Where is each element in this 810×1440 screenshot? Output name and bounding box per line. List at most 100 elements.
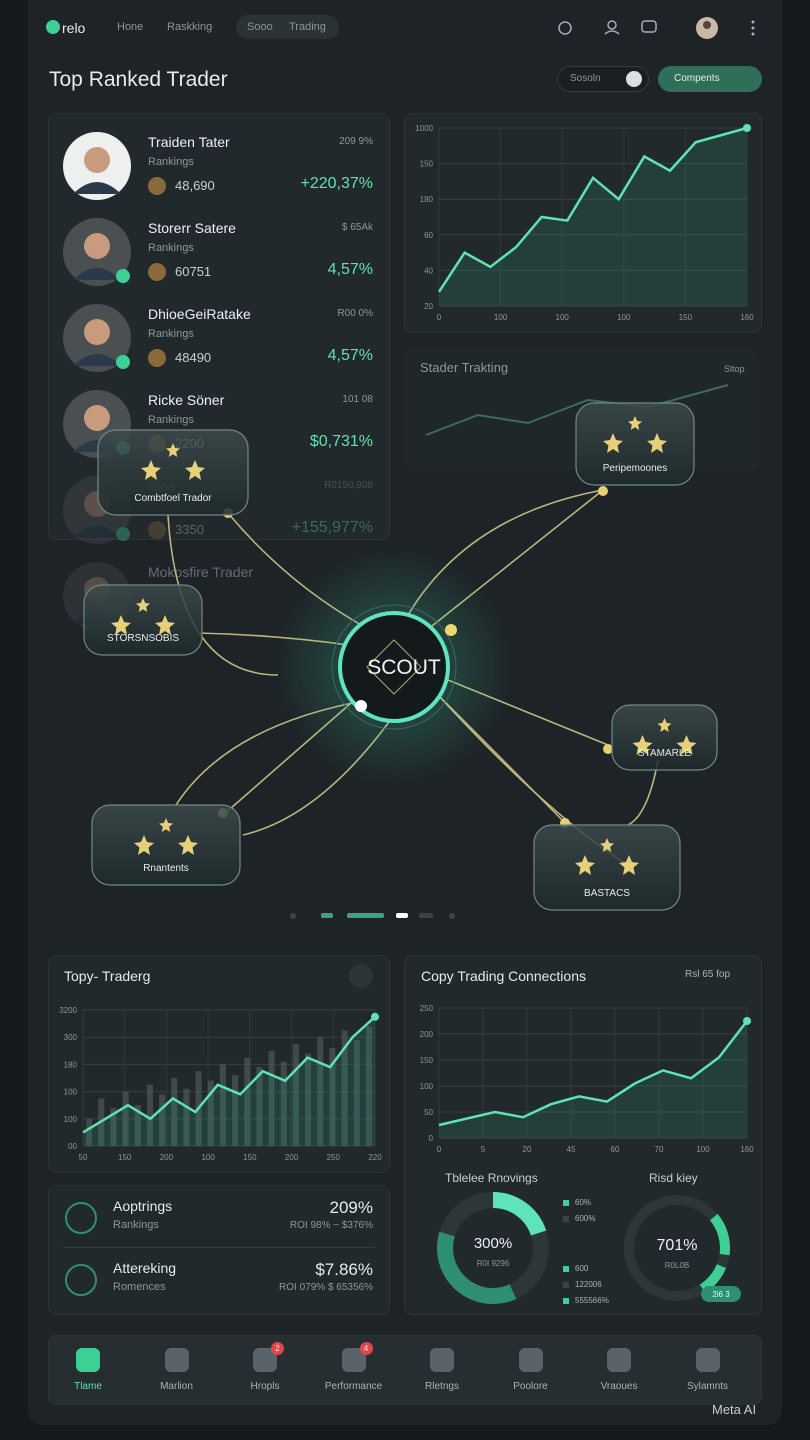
- list-icon: [65, 1264, 97, 1296]
- score-icon: [148, 177, 166, 195]
- bar: [110, 1107, 117, 1146]
- nav-pill: [236, 15, 339, 39]
- bar: [292, 1044, 299, 1146]
- network-node[interactable]: Combtfoel Trador: [97, 429, 249, 516]
- y-tick-label: 50: [424, 1108, 433, 1117]
- star: [159, 818, 173, 832]
- star: [603, 433, 623, 453]
- tab-icon[interactable]: [518, 1348, 543, 1372]
- line: [82, 1015, 376, 1134]
- star: [141, 460, 161, 480]
- tab-label[interactable]: Marlion: [160, 1381, 193, 1392]
- tab-label[interactable]: Tlame: [74, 1381, 102, 1392]
- collapse-button[interactable]: [349, 964, 373, 988]
- legend-label: 555566%: [575, 1296, 609, 1305]
- button[interactable]: [658, 66, 762, 92]
- trader-score: 48,690: [175, 178, 215, 193]
- section-title: Stader Trakting: [420, 360, 509, 375]
- network-node[interactable]: Rnantents: [91, 804, 241, 886]
- bar: [268, 1050, 275, 1146]
- y-tick-label: 150: [420, 1056, 434, 1065]
- legend-label: 600: [575, 1264, 589, 1273]
- logo: [46, 20, 60, 34]
- tab-label[interactable]: Sylamnts: [686, 1381, 729, 1392]
- area: [439, 128, 747, 306]
- bar: [146, 1084, 153, 1146]
- tab-icon[interactable]: [695, 1348, 720, 1372]
- node-label: BASTACS: [584, 888, 630, 899]
- trader-score: 3350: [175, 522, 204, 537]
- network-node[interactable]: Peripemoones: [575, 402, 695, 486]
- score-icon: [148, 349, 166, 367]
- line-chart: 250 200 150 100 50 00 5 20 45 60 70 100 160: [420, 1004, 755, 1154]
- nav-link[interactable]: Raskking: [167, 21, 213, 33]
- score-icon: [148, 263, 166, 281]
- x-tick-label: 50: [79, 1153, 88, 1162]
- tab-bar: [48, 1335, 762, 1405]
- trader-name: DhioeGeiRatake: [148, 306, 251, 322]
- avatar-body: [73, 268, 121, 280]
- tab-icon[interactable]: [607, 1348, 631, 1372]
- node-label: Peripemoones: [603, 463, 667, 474]
- badge: 2: [271, 1342, 284, 1355]
- verified: [116, 355, 130, 369]
- bar: [86, 1118, 93, 1146]
- star: [575, 855, 595, 875]
- button-label: Compents: [674, 73, 720, 84]
- bar: [159, 1094, 166, 1146]
- bar: [329, 1048, 336, 1146]
- tab-label[interactable]: Rletngs: [425, 1381, 459, 1392]
- score-icon: [148, 521, 166, 539]
- tab-label[interactable]: Performance: [324, 1381, 383, 1392]
- y-tick-label: 100: [64, 1115, 78, 1124]
- x-tick-label: 160: [740, 1145, 754, 1154]
- tab-icon[interactable]: [76, 1348, 100, 1372]
- list-detail: ROI 98% ~ $376%: [289, 1220, 373, 1231]
- network-node[interactable]: STAMARLE: [611, 704, 718, 771]
- tab-label[interactable]: Hropls: [250, 1381, 280, 1392]
- trader-change: $0,731%: [309, 433, 373, 450]
- network-node[interactable]: STORSNSOBIS: [83, 584, 203, 656]
- node-glass: [533, 824, 681, 911]
- trader-score: 60751: [175, 264, 212, 279]
- bar: [183, 1088, 190, 1146]
- legend-swatch: [563, 1282, 569, 1288]
- center-node[interactable]: [338, 611, 450, 723]
- tab-label[interactable]: Poolore: [513, 1381, 548, 1392]
- x-tick-label: 20: [523, 1145, 532, 1154]
- network-node[interactable]: BASTACS: [533, 824, 681, 911]
- legend-swatch: [563, 1266, 569, 1272]
- x-tick-label: 100: [696, 1145, 710, 1154]
- x-tick-label: 250: [327, 1153, 341, 1162]
- star: [657, 718, 672, 732]
- y-tick-label: 40: [424, 266, 433, 275]
- x-tick-label: 60: [611, 1145, 620, 1154]
- tab-label[interactable]: Vraoues: [600, 1381, 638, 1392]
- toggle[interactable]: [626, 71, 642, 87]
- list-value: $7.86%: [315, 1260, 373, 1279]
- tab-icon[interactable]: [430, 1348, 454, 1372]
- badge: 4: [359, 1342, 373, 1355]
- nav-link[interactable]: Hone: [117, 21, 144, 33]
- star: [619, 855, 639, 875]
- list-name: Attereking: [113, 1260, 177, 1276]
- bar: [207, 1080, 214, 1146]
- bar: [122, 1091, 129, 1146]
- trader-change: +220,37%: [300, 175, 373, 192]
- bar: [232, 1075, 239, 1146]
- star: [185, 460, 205, 480]
- x-tick-label: 220: [368, 1153, 382, 1162]
- list-sub: Rankings: [113, 1219, 159, 1231]
- bar: [353, 1039, 360, 1146]
- trader-change: +155,977%: [291, 519, 373, 536]
- tab-icon[interactable]: [164, 1348, 189, 1372]
- nav-link[interactable]: Trading: [289, 21, 326, 33]
- x-tick-label: 160: [740, 313, 754, 322]
- nav-link[interactable]: Sooo: [247, 21, 273, 33]
- legend-swatch: [563, 1298, 569, 1304]
- legend-label: 60%: [575, 1198, 592, 1207]
- pagination: [290, 913, 455, 919]
- brand[interactable]: relo: [62, 20, 86, 36]
- bar: [280, 1061, 287, 1146]
